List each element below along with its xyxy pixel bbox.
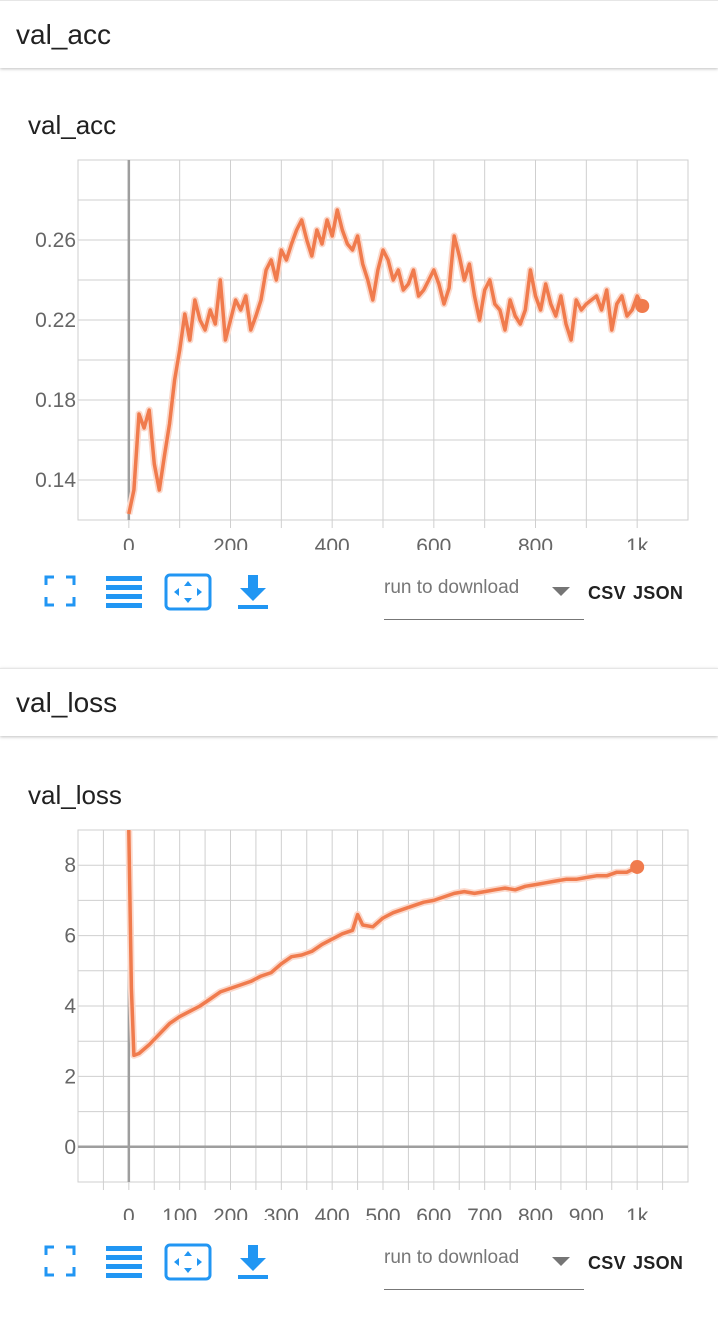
val-acc-chart[interactable]: 0 200 400 600 800 1k 0.14 0.18 0.22 0.26: [0, 150, 718, 550]
y-tick-label: 8: [64, 854, 76, 877]
x-tick-label: 300: [264, 1205, 299, 1220]
y-tick-label: 0.14: [35, 469, 76, 492]
dropdown-placeholder: run to download: [384, 577, 520, 598]
x-tick-label: 0: [123, 1205, 135, 1220]
download-icon[interactable]: [236, 573, 270, 611]
x-tick-label: 400: [315, 1205, 350, 1220]
x-tick-label: 600: [416, 535, 451, 550]
card-title-val-acc: val_acc: [28, 110, 117, 140]
card-title-val-loss: val_loss: [28, 780, 122, 810]
y-tick-label: 6: [64, 925, 76, 948]
x-tick-label: 200: [213, 535, 248, 550]
series-line: [127, 208, 644, 515]
y-tick-label: 0: [64, 1136, 76, 1159]
section-header-val-loss[interactable]: val_loss: [0, 668, 718, 736]
section-header-title: val_acc: [16, 18, 111, 50]
section-header-title: val_loss: [16, 686, 118, 718]
x-tick-label: 800: [518, 535, 553, 550]
y-tick-label: 4: [64, 995, 76, 1018]
series-end-point[interactable]: [635, 299, 650, 313]
fit-domain-icon[interactable]: [164, 1243, 212, 1281]
x-tick-label: 1k: [626, 1205, 649, 1220]
x-tick-label: 0: [123, 535, 135, 550]
toggle-lines-icon[interactable]: [104, 1243, 144, 1279]
x-tick-label: 700: [467, 1205, 502, 1220]
x-tick-label: 500: [365, 1205, 400, 1220]
fit-to-screen-icon[interactable]: [44, 573, 76, 609]
toggle-lines-icon[interactable]: [104, 573, 144, 609]
x-tick-label: 200: [213, 1205, 248, 1220]
fit-domain-icon[interactable]: [164, 573, 212, 611]
json-download-link[interactable]: JSON: [633, 1253, 684, 1273]
val-loss-chart[interactable]: 0 100 200 300 400 500 600 700 800 900 1k 0 2 4 6 8: [0, 820, 718, 1220]
run-to-download-dropdown[interactable]: run to download: [384, 1241, 584, 1290]
y-tick-label: 0.22: [35, 309, 76, 332]
toolbar-val-loss: run to download CSV JSON: [0, 1243, 718, 1293]
dropdown-placeholder: run to download: [384, 1247, 520, 1268]
x-tick-label: 100: [162, 1205, 197, 1220]
series-end-point[interactable]: [630, 859, 645, 874]
y-tick-label: 0.26: [35, 229, 76, 252]
x-tick-label: 900: [569, 1205, 604, 1220]
series-line: [127, 829, 638, 1058]
run-to-download-dropdown[interactable]: run to download: [384, 571, 584, 620]
x-tick-label: 600: [416, 1205, 451, 1220]
y-tick-label: 2: [64, 1065, 76, 1088]
toolbar-val-acc: run to download CSV JSON: [0, 573, 718, 623]
section-header-val-acc[interactable]: val_acc: [0, 0, 718, 68]
fit-to-screen-icon[interactable]: [44, 1243, 76, 1279]
csv-download-link[interactable]: CSV: [588, 583, 626, 603]
x-tick-label: 800: [518, 1205, 553, 1220]
csv-download-link[interactable]: CSV: [588, 1253, 626, 1273]
json-download-link[interactable]: JSON: [633, 583, 684, 603]
y-tick-label: 0.18: [35, 389, 76, 412]
x-tick-label: 1k: [626, 535, 649, 550]
chevron-down-icon: [552, 1257, 570, 1266]
download-icon[interactable]: [236, 1243, 270, 1281]
chevron-down-icon: [552, 587, 570, 596]
x-tick-label: 400: [315, 535, 350, 550]
